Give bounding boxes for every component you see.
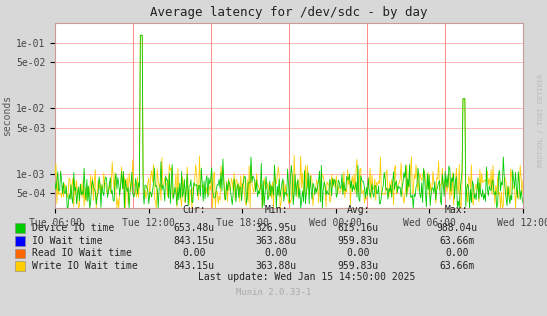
Text: 0.00: 0.00 <box>265 248 288 258</box>
Text: Device IO time: Device IO time <box>32 223 114 233</box>
Text: 0.00: 0.00 <box>347 248 370 258</box>
Text: Write IO Wait time: Write IO Wait time <box>32 261 137 271</box>
Text: 988.04u: 988.04u <box>436 223 478 233</box>
Text: 363.88u: 363.88u <box>255 236 297 246</box>
Text: 0.00: 0.00 <box>445 248 468 258</box>
Text: Read IO Wait time: Read IO Wait time <box>32 248 132 258</box>
Text: Last update: Wed Jan 15 14:50:00 2025: Last update: Wed Jan 15 14:50:00 2025 <box>197 272 415 282</box>
Text: 959.83u: 959.83u <box>337 261 379 271</box>
Text: IO Wait time: IO Wait time <box>32 236 102 246</box>
Text: 959.83u: 959.83u <box>337 236 379 246</box>
Text: 63.66m: 63.66m <box>439 236 474 246</box>
Y-axis label: seconds: seconds <box>2 95 11 136</box>
Text: 0.00: 0.00 <box>183 248 206 258</box>
Text: RRDTOOL / TOBI OETIKER: RRDTOOL / TOBI OETIKER <box>538 73 544 167</box>
Text: Min:: Min: <box>265 205 288 215</box>
Text: Avg:: Avg: <box>347 205 370 215</box>
Text: 653.48u: 653.48u <box>173 223 215 233</box>
Text: 326.95u: 326.95u <box>255 223 297 233</box>
Text: 63.66m: 63.66m <box>439 261 474 271</box>
Text: 843.15u: 843.15u <box>173 261 215 271</box>
Text: Cur:: Cur: <box>183 205 206 215</box>
Text: 615.16u: 615.16u <box>337 223 379 233</box>
Text: 843.15u: 843.15u <box>173 236 215 246</box>
Title: Average latency for /dev/sdc - by day: Average latency for /dev/sdc - by day <box>150 6 428 19</box>
Text: Munin 2.0.33-1: Munin 2.0.33-1 <box>236 288 311 296</box>
Text: Max:: Max: <box>445 205 468 215</box>
Text: 363.88u: 363.88u <box>255 261 297 271</box>
